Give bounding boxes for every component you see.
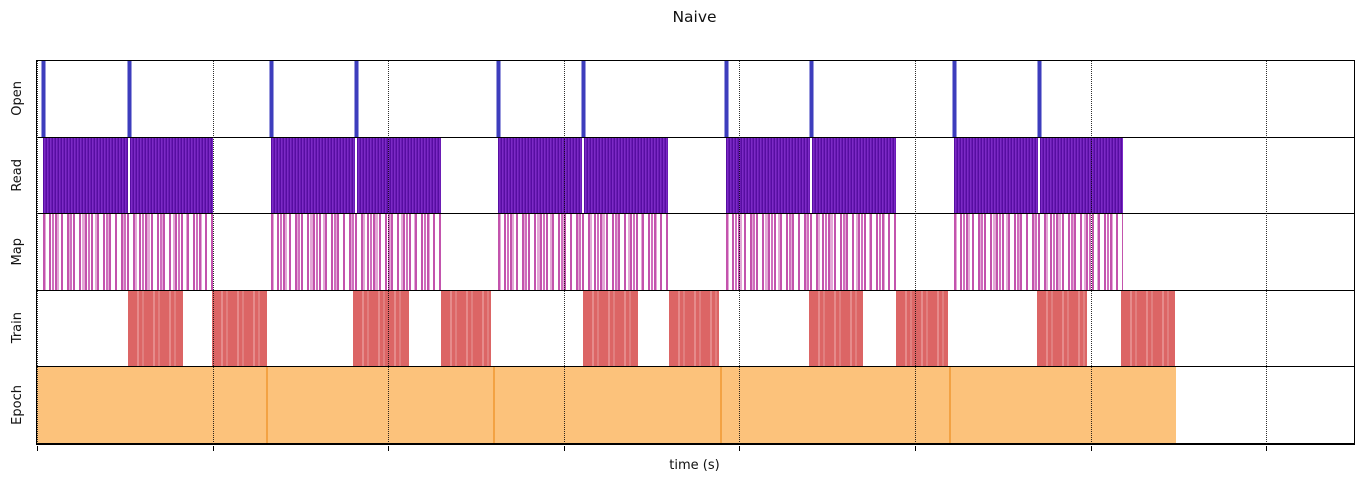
open-event-marker xyxy=(495,61,501,137)
track-open xyxy=(37,61,1354,138)
y-axis-labels: Open Read Map Train Epoch xyxy=(0,60,36,443)
plot-area xyxy=(36,60,1355,451)
track-label-read: Read xyxy=(9,158,25,192)
track-label-map: Map xyxy=(9,237,25,266)
train-segment xyxy=(352,290,409,367)
open-event-marker xyxy=(808,61,814,137)
open-event-marker xyxy=(127,61,132,137)
x-axis-tick xyxy=(1266,445,1268,451)
train-segment xyxy=(668,290,719,367)
x-axis-tick xyxy=(388,445,390,451)
gridline xyxy=(1266,61,1268,444)
gridline xyxy=(388,61,390,444)
gridline xyxy=(563,61,565,444)
gridline xyxy=(739,61,741,444)
train-segment xyxy=(895,290,948,367)
train-segment xyxy=(127,290,183,367)
track-read xyxy=(37,137,1354,215)
track-map xyxy=(37,214,1354,291)
x-axis-tick xyxy=(1090,445,1092,451)
epoch-segment xyxy=(492,367,720,443)
x-axis-tick xyxy=(915,445,916,451)
train-segment xyxy=(1120,290,1175,367)
map-segment xyxy=(497,214,668,290)
track-train xyxy=(37,290,1354,368)
track-label-train: Train xyxy=(9,312,25,344)
epoch-segment xyxy=(948,367,1176,443)
map-segment xyxy=(42,214,213,290)
train-segment xyxy=(808,290,863,367)
x-axis-label: time (s) xyxy=(669,458,720,473)
read-segment xyxy=(583,137,668,214)
open-event-marker xyxy=(40,61,46,137)
read-segment xyxy=(42,137,128,214)
open-event-marker xyxy=(353,61,359,137)
read-segment xyxy=(270,137,355,214)
open-event-marker xyxy=(723,61,729,137)
open-event-marker xyxy=(580,61,586,137)
train-segment xyxy=(440,290,491,367)
epoch-segment xyxy=(719,367,949,443)
track-epoch xyxy=(37,367,1354,444)
gridline xyxy=(915,61,916,444)
map-segment xyxy=(725,214,896,290)
open-event-marker xyxy=(951,61,957,137)
track-label-epoch: Epoch xyxy=(9,384,25,425)
train-segment xyxy=(1036,290,1087,367)
map-segment xyxy=(270,214,441,290)
x-axis-tick xyxy=(212,445,214,451)
gridline xyxy=(37,61,38,444)
x-axis-tick xyxy=(563,445,565,451)
open-event-marker xyxy=(268,61,274,137)
read-segment xyxy=(811,137,896,214)
chart-title: Naive xyxy=(672,8,717,26)
train-segment xyxy=(211,290,268,367)
read-segment xyxy=(497,137,582,214)
read-segment xyxy=(356,137,441,214)
x-axis-tick xyxy=(739,445,741,451)
gridline xyxy=(212,61,214,444)
epoch-segment xyxy=(37,367,266,443)
x-axis-tick xyxy=(37,445,38,451)
open-event-marker xyxy=(1036,61,1042,137)
train-segment xyxy=(582,290,638,367)
map-segment xyxy=(953,214,1123,290)
track-label-open: Open xyxy=(9,80,25,116)
read-segment xyxy=(953,137,1038,214)
epoch-segment xyxy=(265,367,493,443)
read-segment xyxy=(130,137,213,214)
read-segment xyxy=(1039,137,1123,214)
gridline xyxy=(1090,61,1092,444)
